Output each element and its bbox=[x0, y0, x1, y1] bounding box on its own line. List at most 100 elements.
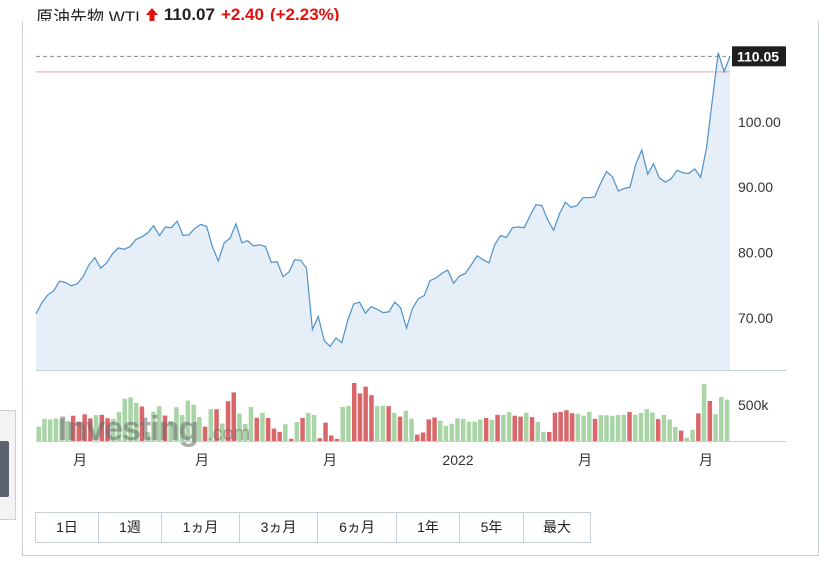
volume-bar bbox=[162, 415, 168, 441]
volume-bar bbox=[518, 416, 523, 441]
range-button-3m[interactable]: 3ヵ月 bbox=[240, 513, 318, 542]
up-arrow-icon bbox=[145, 8, 158, 22]
y-tick-label: 70.00 bbox=[738, 310, 773, 326]
y-tick-label: 90.00 bbox=[738, 179, 773, 195]
volume-bar bbox=[36, 426, 41, 441]
volume-bar bbox=[340, 406, 345, 441]
range-button-1m[interactable]: 1ヵ月 bbox=[162, 513, 240, 542]
volume-bar bbox=[65, 421, 70, 441]
volume-bar bbox=[277, 431, 282, 441]
volume-bar bbox=[42, 418, 47, 441]
volume-bar bbox=[265, 418, 271, 441]
volume-bar bbox=[352, 383, 357, 441]
range-button-1w[interactable]: 1週 bbox=[99, 513, 162, 542]
volume-bar bbox=[598, 415, 604, 441]
volume-bar bbox=[139, 406, 145, 441]
volume-bar bbox=[547, 432, 552, 441]
volume-bar bbox=[558, 412, 563, 441]
volume-bar bbox=[667, 419, 672, 441]
range-button-1y[interactable]: 1年 bbox=[397, 513, 460, 542]
volume-bar bbox=[185, 400, 191, 441]
volume-bar bbox=[311, 415, 317, 441]
volume-bar bbox=[420, 432, 426, 441]
x-tick-label: 2022 bbox=[442, 452, 473, 468]
volume-bar bbox=[237, 413, 242, 441]
volume-bar bbox=[53, 418, 59, 441]
volume-bar bbox=[156, 406, 162, 441]
volume-bar bbox=[650, 412, 655, 441]
volume-bar bbox=[627, 412, 632, 441]
volume-bar bbox=[552, 412, 558, 441]
volume-bar bbox=[696, 413, 701, 441]
volume-bar bbox=[363, 386, 368, 441]
volume-bar bbox=[724, 399, 730, 441]
volume-bar bbox=[483, 418, 489, 441]
volume-bar bbox=[701, 384, 707, 441]
volume-bar bbox=[346, 406, 351, 441]
volume-bar bbox=[678, 430, 684, 441]
volume-bar bbox=[168, 421, 173, 441]
volume-bar bbox=[535, 421, 540, 441]
volume-bar bbox=[283, 424, 288, 441]
volume-bar bbox=[323, 422, 328, 441]
volume-tick-label: 500k bbox=[738, 397, 769, 413]
volume-bar bbox=[260, 412, 265, 441]
volume-bar bbox=[374, 406, 380, 441]
volume-bar bbox=[369, 395, 374, 441]
volume-bar bbox=[329, 435, 334, 441]
volume-bar bbox=[684, 437, 690, 441]
volume-bar bbox=[478, 419, 483, 441]
volume-bar bbox=[357, 393, 363, 441]
volume-bar bbox=[294, 422, 300, 441]
volume-bar bbox=[615, 415, 621, 441]
volume-bar bbox=[225, 401, 231, 441]
range-button-max[interactable]: 最大 bbox=[543, 519, 571, 535]
range-button-1d[interactable]: 1日 bbox=[36, 513, 99, 542]
range-button-6m[interactable]: 6ヵ月 bbox=[318, 513, 397, 542]
volume-bar bbox=[59, 418, 64, 441]
volume-bar bbox=[300, 418, 305, 441]
volume-bar bbox=[472, 421, 477, 441]
volume-bar bbox=[707, 401, 713, 441]
volume-bar bbox=[661, 415, 667, 441]
investing-watermark-suffix: .com bbox=[207, 423, 250, 445]
side-panel-handle[interactable] bbox=[0, 441, 9, 497]
volume-bar bbox=[145, 431, 150, 441]
volume-bar bbox=[713, 414, 718, 441]
volume-bar bbox=[271, 428, 277, 441]
volume-bar bbox=[524, 412, 529, 441]
volume-bar bbox=[202, 426, 208, 441]
volume-bar bbox=[529, 417, 535, 441]
volume-bar bbox=[93, 415, 99, 441]
volume-bar bbox=[512, 415, 517, 441]
last-price-label: 110.05 bbox=[737, 48, 779, 64]
volume-bar bbox=[111, 418, 116, 441]
price-chart[interactable]: 70.00 80.00 90.00 100.00 110.05 500k Investing… bbox=[0, 0, 831, 500]
volume-bar bbox=[254, 417, 259, 441]
volume-bar bbox=[426, 419, 431, 441]
volume-bar bbox=[288, 438, 294, 441]
side-panel-tab[interactable] bbox=[0, 410, 16, 520]
volume-bar bbox=[449, 423, 454, 441]
price-change-percent: (+2.23%) bbox=[269, 5, 340, 24]
price-series-line bbox=[35, 52, 731, 348]
volume-bar bbox=[564, 410, 569, 441]
volume-bar bbox=[592, 418, 598, 441]
volume-bar bbox=[690, 429, 695, 441]
volume-bar bbox=[644, 409, 649, 441]
volume-bar bbox=[432, 417, 437, 441]
volume-bar bbox=[575, 413, 581, 441]
price-area-fill bbox=[36, 52, 730, 370]
volume-bar bbox=[541, 431, 546, 441]
volume-bar bbox=[633, 414, 638, 441]
volume-bar bbox=[604, 415, 609, 441]
range-button-5y[interactable]: 5年 bbox=[460, 513, 524, 542]
volume-bar bbox=[214, 409, 219, 441]
volume-bar bbox=[438, 420, 443, 441]
volume-bar bbox=[501, 414, 506, 441]
volume-bar bbox=[197, 417, 202, 441]
volume-bar bbox=[191, 404, 196, 441]
volume-bar bbox=[655, 419, 661, 441]
x-tick-label: 月 bbox=[578, 452, 592, 468]
volume-bar bbox=[76, 421, 82, 441]
